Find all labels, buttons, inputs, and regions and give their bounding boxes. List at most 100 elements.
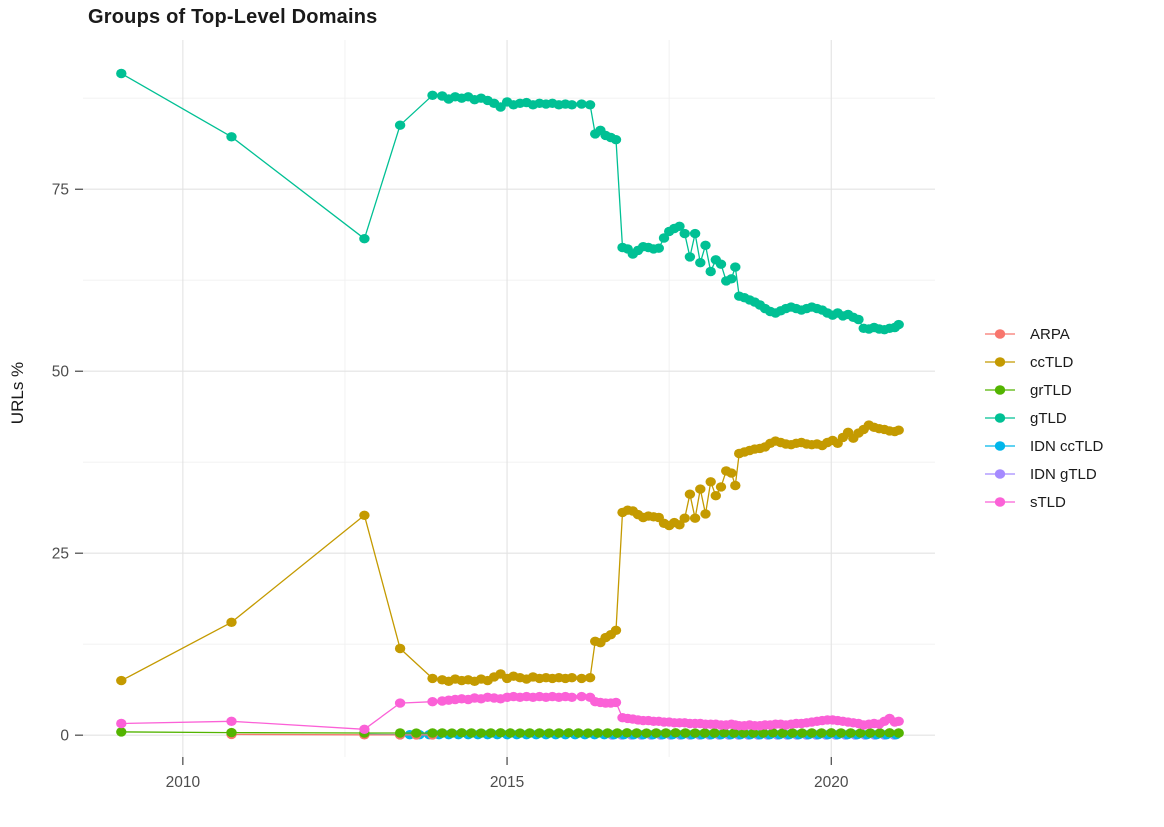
data-point-grTLD (582, 728, 594, 738)
data-point-gTLD (359, 234, 370, 244)
data-point-ccTLD (226, 617, 237, 627)
series-line-gTLD (120, 72, 900, 331)
data-point-sTLD (566, 692, 578, 702)
data-point-ccTLD (679, 513, 690, 523)
data-point-grTLD (835, 728, 847, 738)
legend-key-icon (985, 469, 1015, 479)
data-point-gTLD (689, 228, 701, 239)
data-point-grTLD (592, 728, 603, 738)
data-point-sTLD (427, 697, 438, 707)
data-point-gTLD (674, 221, 685, 231)
data-point-gTLD (658, 233, 670, 243)
data-point-grTLD (767, 728, 779, 738)
legend-label: sTLD (1030, 493, 1066, 511)
data-point-grTLD (485, 728, 496, 738)
data-point-sTLD (359, 724, 370, 734)
data-point-grTLD (680, 728, 691, 738)
data-point-grTLD (689, 728, 701, 738)
data-point-gTLD (116, 68, 127, 79)
data-point-gTLD (427, 90, 438, 101)
data-point-gTLD (226, 132, 237, 142)
data-point-ccTLD (674, 520, 685, 530)
legend-key-icon (985, 385, 1015, 395)
data-point-grTLD (466, 728, 477, 738)
data-point-ccTLD (705, 477, 716, 487)
data-point-gTLD (705, 266, 716, 277)
legend-item-gTLD: gTLD (984, 408, 1103, 428)
data-point-grTLD (534, 728, 545, 738)
data-point-gTLD (893, 319, 904, 330)
legend-item-sTLD: sTLD (984, 492, 1103, 512)
data-point-grTLD (826, 728, 837, 738)
data-point-grTLD (660, 728, 672, 738)
data-point-grTLD (563, 728, 574, 738)
data-point-gTLD (653, 243, 664, 253)
data-point-sTLD (576, 691, 587, 702)
data-point-grTLD (758, 728, 769, 738)
data-point-grTLD (738, 728, 749, 738)
data-point-grTLD (544, 728, 555, 738)
data-point-sTLD (226, 716, 237, 726)
legend-item-IDN-gTLD: IDN gTLD (984, 464, 1103, 484)
data-point-grTLD (411, 728, 422, 738)
data-point-grTLD (553, 728, 565, 738)
data-point-grTLD (602, 728, 613, 738)
data-point-grTLD (855, 728, 866, 738)
data-point-grTLD (874, 728, 886, 738)
data-point-ccTLD (715, 482, 727, 492)
data-point-grTLD (446, 728, 458, 738)
data-point-ccTLD (726, 468, 737, 478)
legend-label: ARPA (1030, 325, 1070, 343)
data-point-sTLD (610, 697, 622, 708)
data-point-gTLD (726, 274, 737, 284)
data-point-ccTLD (576, 673, 587, 684)
data-point-grTLD (612, 728, 623, 738)
legend-item-ccTLD: ccTLD (984, 352, 1103, 372)
legend-key-icon (985, 329, 1015, 339)
data-point-grTLD (748, 728, 759, 738)
data-point-gTLD (679, 228, 690, 239)
legend-key-icon (985, 441, 1015, 451)
data-point-grTLD (670, 728, 681, 738)
data-point-ccTLD (116, 675, 127, 686)
x-tick-label: 2015 (490, 774, 524, 791)
y-tick-label: 0 (60, 728, 69, 745)
legend-key-icon (985, 357, 1015, 367)
legend-item-grTLD: grTLD (984, 380, 1103, 400)
legend-label: ccTLD (1030, 353, 1074, 371)
legend-label: gTLD (1030, 409, 1067, 427)
data-point-ccTLD (710, 491, 721, 501)
data-point-ccTLD (700, 509, 711, 519)
data-point-ccTLD (610, 625, 622, 635)
x-tick-label: 2010 (166, 774, 201, 791)
legend-key-icon (985, 497, 1015, 507)
data-point-grTLD (865, 728, 876, 738)
data-point-ccTLD (394, 643, 406, 654)
data-point-grTLD (573, 728, 584, 738)
data-point-grTLD (845, 728, 856, 738)
data-point-ccTLD (695, 484, 706, 494)
y-tick-label: 50 (52, 364, 70, 381)
legend-item-IDN-ccTLD: IDN ccTLD (984, 436, 1103, 456)
data-point-grTLD (796, 728, 808, 738)
data-point-ccTLD (684, 489, 696, 499)
data-point-gTLD (610, 135, 622, 145)
data-point-grTLD (394, 728, 406, 738)
data-point-gTLD (715, 259, 727, 269)
data-point-gTLD (695, 258, 706, 268)
data-point-grTLD (651, 728, 662, 738)
data-point-grTLD (437, 728, 448, 738)
data-point-sTLD (394, 698, 406, 708)
data-point-ccTLD (730, 480, 741, 491)
data-point-ccTLD (427, 673, 438, 684)
data-point-grTLD (427, 728, 438, 738)
data-point-grTLD (806, 728, 817, 738)
data-point-gTLD (566, 100, 578, 110)
data-point-gTLD (584, 100, 596, 110)
data-point-gTLD (700, 240, 711, 250)
data-point-gTLD (394, 120, 406, 130)
data-point-gTLD (576, 99, 587, 109)
data-point-ccTLD (359, 510, 370, 520)
